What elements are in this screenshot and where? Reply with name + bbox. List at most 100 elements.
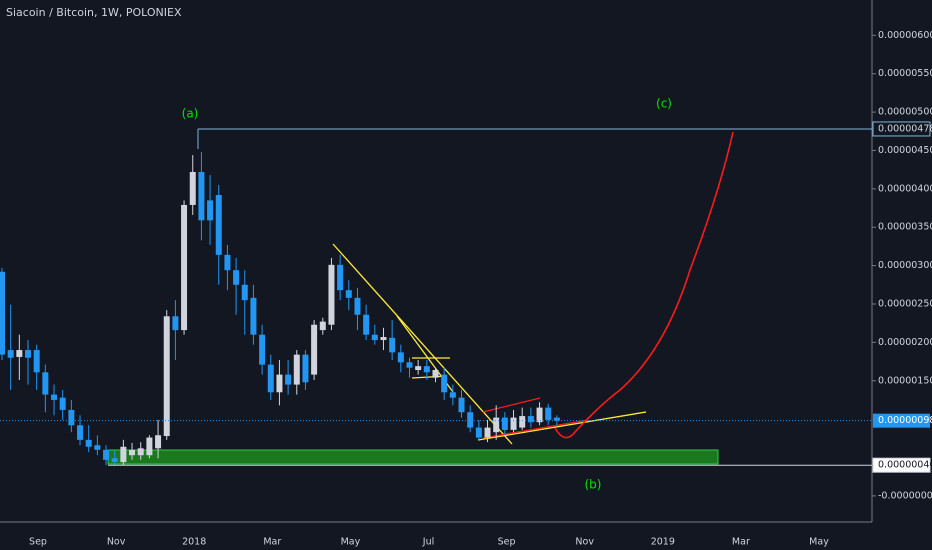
y-tick-label: 0.00000250 <box>878 298 932 309</box>
candle-body <box>250 297 257 335</box>
candle-body <box>120 446 127 463</box>
candle-body <box>302 354 309 383</box>
x-tick-label: Sep <box>29 537 47 548</box>
candle-body <box>345 290 352 298</box>
candle-body <box>59 397 66 410</box>
x-tick-label: Nov <box>107 537 126 548</box>
candle-body <box>33 350 40 373</box>
candle-body <box>354 297 361 315</box>
candle-body <box>389 337 396 353</box>
y-tick-label: 0.00000350 <box>878 222 932 233</box>
price-label: 0.00000040 <box>878 460 932 471</box>
candle-body <box>129 449 136 456</box>
candle-body <box>493 417 500 433</box>
candle-body <box>16 350 23 357</box>
drawings <box>107 131 734 465</box>
candle-body <box>536 407 543 423</box>
candle-body <box>371 334 378 341</box>
candle-body <box>441 374 448 393</box>
candle-body <box>68 409 75 426</box>
last-price-box <box>873 413 930 428</box>
candle-body <box>363 314 370 335</box>
candle-body <box>467 412 474 428</box>
price-label: 0.00000478 <box>878 123 932 134</box>
candle-body <box>224 254 231 271</box>
candle-body <box>328 264 335 325</box>
x-tick-label: Jul <box>422 537 434 548</box>
candle-body <box>432 370 439 378</box>
candle-body <box>337 264 344 291</box>
y-tick-label: 0.00000400 <box>878 183 932 194</box>
candle-body <box>181 204 188 331</box>
candle-body <box>267 364 274 393</box>
candle-body <box>42 372 49 395</box>
candle-body <box>458 397 465 413</box>
candle-body <box>423 366 430 373</box>
candle-body <box>7 350 14 358</box>
candle-body <box>163 316 170 437</box>
candle-body <box>553 417 560 421</box>
y-tick-label: 0.00000600 <box>878 30 932 41</box>
candle-body <box>85 439 92 447</box>
x-tick-label: May <box>809 537 829 548</box>
y-tick-label: 0.00000500 <box>878 107 932 118</box>
x-tick-label: Sep <box>498 537 516 548</box>
channel-line <box>482 419 589 439</box>
candle-body <box>519 416 526 428</box>
candle-body <box>233 270 240 285</box>
candle-body <box>380 336 387 341</box>
trend-line <box>477 411 647 441</box>
candle-body <box>94 445 101 450</box>
annotation: (c) <box>656 97 672 111</box>
x-tick-label: Mar <box>263 537 281 548</box>
x-tick-label: May <box>341 537 361 548</box>
candle-body <box>545 407 552 420</box>
flag-line <box>411 375 448 379</box>
x-tick-label: Nov <box>575 537 594 548</box>
y-tick-label: 0.00000450 <box>878 145 932 156</box>
candle-body <box>146 437 153 456</box>
candle-body <box>484 427 491 438</box>
candle-body <box>276 374 283 393</box>
candle-body <box>510 417 517 430</box>
candle-body <box>449 392 456 398</box>
candle-body <box>241 284 248 301</box>
projection-curve <box>554 131 734 439</box>
y-tick-label: 0.00000300 <box>878 260 932 271</box>
x-tick-label: 2019 <box>651 537 675 548</box>
candle-body <box>103 449 110 460</box>
channel-line <box>482 397 541 413</box>
candle-body <box>311 324 318 375</box>
candle-body <box>198 171 205 221</box>
candle-body <box>501 417 508 430</box>
y-tick-label: 0.00000200 <box>878 337 932 348</box>
chart-title: Siacoin / Bitcoin, 1W, POLONIEX <box>6 6 182 19</box>
candle-body <box>527 416 534 423</box>
candle-body <box>0 271 5 355</box>
price-label-box <box>872 457 931 473</box>
candle-body <box>111 458 118 463</box>
candle-body <box>415 366 422 371</box>
candle-body <box>475 427 482 438</box>
annotation: (a) <box>182 107 199 121</box>
candle-body <box>77 425 84 440</box>
trend-line <box>332 243 513 445</box>
candle-body <box>293 354 300 385</box>
candle-body <box>51 394 58 400</box>
candle-body <box>406 362 413 368</box>
candle-body <box>172 316 179 331</box>
x-tick-label: Mar <box>732 537 750 548</box>
y-tick-label: 0.00000550 <box>878 68 932 79</box>
price-label-box <box>872 121 931 137</box>
support-zone <box>107 449 719 465</box>
candle-body <box>397 352 404 363</box>
candle-body <box>189 171 196 205</box>
candle-body <box>207 200 214 221</box>
x-tick-label: 2018 <box>182 537 206 548</box>
candle-body <box>25 350 32 358</box>
candle-body <box>215 194 222 255</box>
candle-body <box>285 374 292 385</box>
